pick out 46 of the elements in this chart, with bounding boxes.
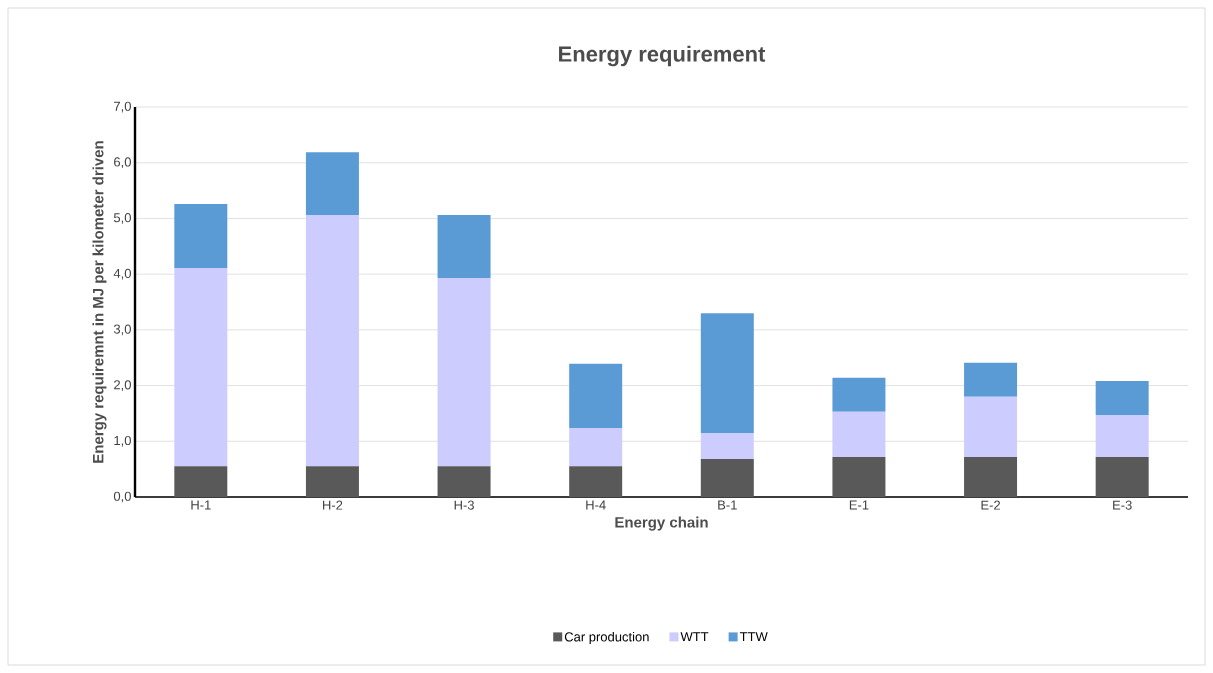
bar (700, 432, 754, 460)
bar (964, 362, 1018, 397)
y-tick-label: 3,0 (113, 324, 131, 336)
bar (305, 152, 359, 216)
bar (437, 466, 491, 497)
x-tick-label: E-1 (849, 500, 869, 510)
x-tick-label: E-3 (1113, 500, 1132, 510)
x-tick-label: B-1 (718, 500, 737, 510)
y-tick-label: 7,0 (114, 101, 131, 113)
bar (569, 363, 623, 428)
bar (174, 268, 228, 467)
chart-title: Energy requirement (559, 45, 766, 67)
x-tick-label: E-2 (981, 500, 1001, 510)
y-tick-label: 2,0 (114, 380, 131, 391)
bar (964, 396, 1018, 457)
bar (437, 215, 491, 279)
y-tick-label: 6,0 (114, 157, 131, 169)
bar (832, 456, 886, 497)
bar (1095, 415, 1149, 457)
y-tick-label: 1,0 (114, 435, 131, 447)
legend-label: WTT (680, 632, 709, 642)
bar (832, 377, 886, 412)
bar (569, 427, 623, 467)
x-tick-label: H-1 (191, 500, 211, 510)
legend-label: Car production (564, 631, 649, 645)
bar (305, 466, 359, 497)
bar (174, 466, 228, 497)
bar (700, 313, 754, 433)
legend-label: TTW (739, 632, 768, 642)
y-axis-title: Energy requiremnt in MJ per kilometer driven (92, 141, 107, 463)
x-tick-label: H-2 (323, 500, 343, 510)
y-tick-label: 0,0 (113, 491, 131, 503)
bar (964, 456, 1018, 497)
x-axis-title: Energy chain (615, 516, 708, 531)
bar (700, 459, 754, 497)
bar (174, 203, 228, 269)
y-tick-label: 5,0 (113, 213, 131, 224)
bar (305, 215, 359, 467)
bar (832, 411, 886, 457)
y-tick-label: 4,0 (113, 268, 131, 280)
bar (1095, 381, 1149, 416)
bar (437, 278, 491, 467)
x-tick-label: H-3 (454, 500, 474, 510)
bar (1095, 456, 1149, 497)
bar (569, 466, 623, 497)
x-tick-label: H-4 (586, 500, 606, 510)
